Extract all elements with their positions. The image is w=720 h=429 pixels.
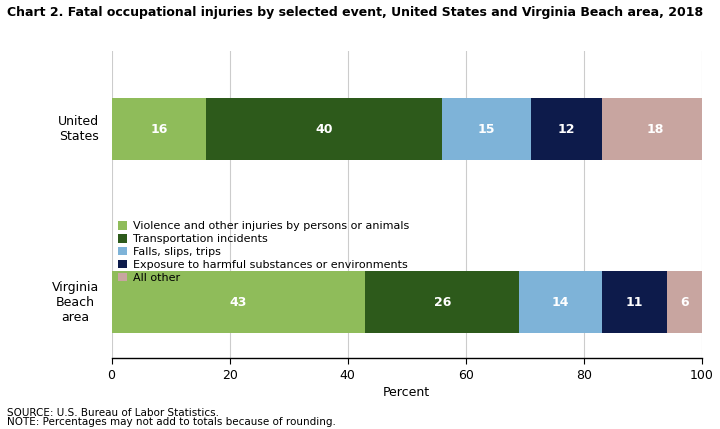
Legend: Violence and other injuries by persons or animals, Transportation incidents, Fal: Violence and other injuries by persons o…	[118, 221, 409, 283]
Bar	[442, 98, 531, 160]
Text: 15: 15	[478, 123, 495, 136]
Bar	[531, 98, 602, 160]
Text: 18: 18	[646, 123, 663, 136]
Bar	[667, 271, 702, 333]
Bar	[112, 271, 366, 333]
Bar	[366, 271, 519, 333]
X-axis label: Percent: Percent	[383, 386, 431, 399]
Bar	[519, 271, 602, 333]
Bar	[602, 98, 708, 160]
Text: 11: 11	[626, 296, 643, 308]
Text: 12: 12	[557, 123, 575, 136]
Text: 14: 14	[552, 296, 569, 308]
Text: 16: 16	[150, 123, 168, 136]
Text: 26: 26	[433, 296, 451, 308]
Bar	[602, 271, 667, 333]
Text: Chart 2. Fatal occupational injuries by selected event, United States and Virgin: Chart 2. Fatal occupational injuries by …	[7, 6, 703, 19]
Text: 6: 6	[680, 296, 688, 308]
Text: SOURCE: U.S. Bureau of Labor Statistics.: SOURCE: U.S. Bureau of Labor Statistics.	[7, 408, 219, 418]
Text: 40: 40	[315, 123, 333, 136]
Bar	[112, 98, 206, 160]
Bar	[206, 98, 442, 160]
Text: NOTE: Percentages may not add to totals because of rounding.: NOTE: Percentages may not add to totals …	[7, 417, 336, 427]
Text: 43: 43	[230, 296, 247, 308]
